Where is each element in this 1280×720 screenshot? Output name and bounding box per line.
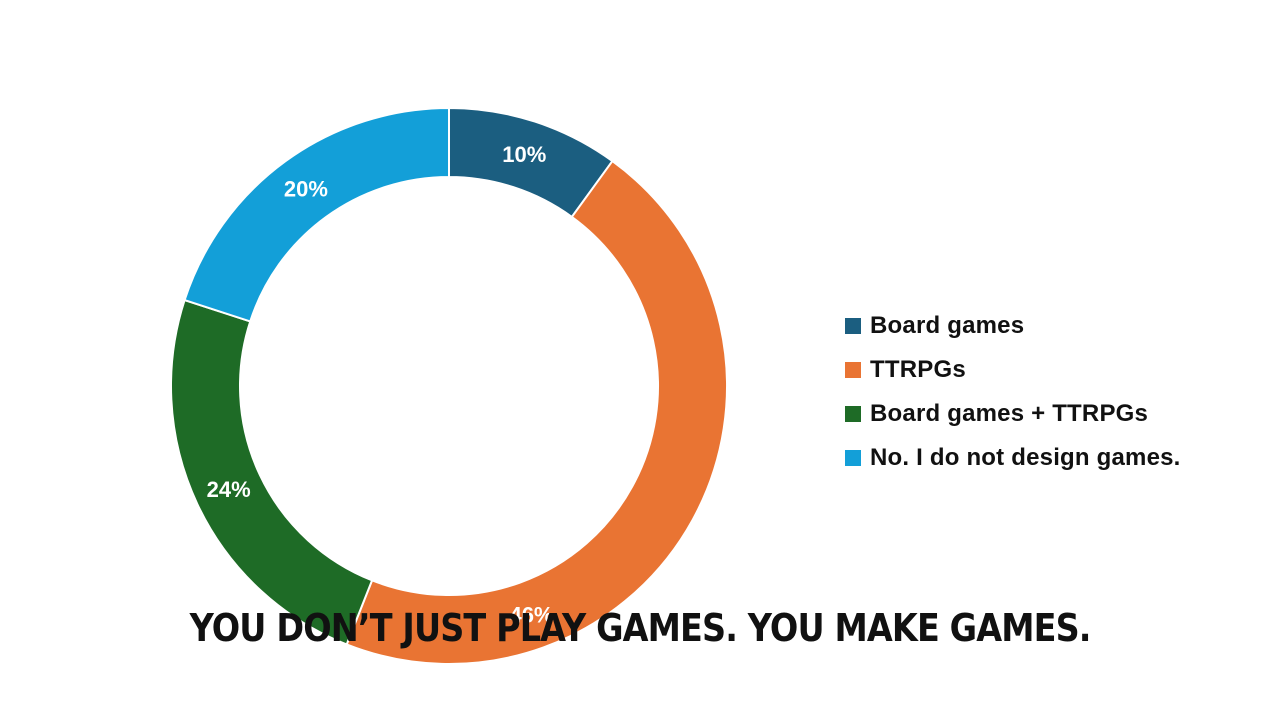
donut-slice [345,159,728,665]
slice-data-label: 20% [284,177,328,202]
legend-item-board-games: Board games [845,304,1265,348]
slice-data-label: 10% [502,142,546,167]
legend-item-board-games-ttrpgs: Board games + TTRPGs [845,392,1265,436]
legend-label: Board games [870,312,1025,339]
legend-label: No. I do not design games. [870,444,1181,471]
legend: Board games TTRPGs Board games + TTRPGs … [845,304,1265,480]
caption: YOU DON’T JUST PLAY GAMES. YOU MAKE GAME… [189,606,1092,650]
donut-slice [170,298,374,646]
legend-swatch [845,318,861,334]
slice-data-label: 46% [509,603,553,628]
legend-swatch [845,362,861,378]
donut-slice [183,106,450,323]
legend-swatch [845,406,861,422]
slice-data-label: 24% [207,477,251,502]
legend-label: Board games + TTRPGs [870,400,1149,427]
legend-label: TTRPGs [870,356,966,383]
legend-swatch [845,450,861,466]
legend-item-no-design: No. I do not design games. [845,436,1265,480]
legend-item-ttrpgs: TTRPGs [845,348,1265,392]
